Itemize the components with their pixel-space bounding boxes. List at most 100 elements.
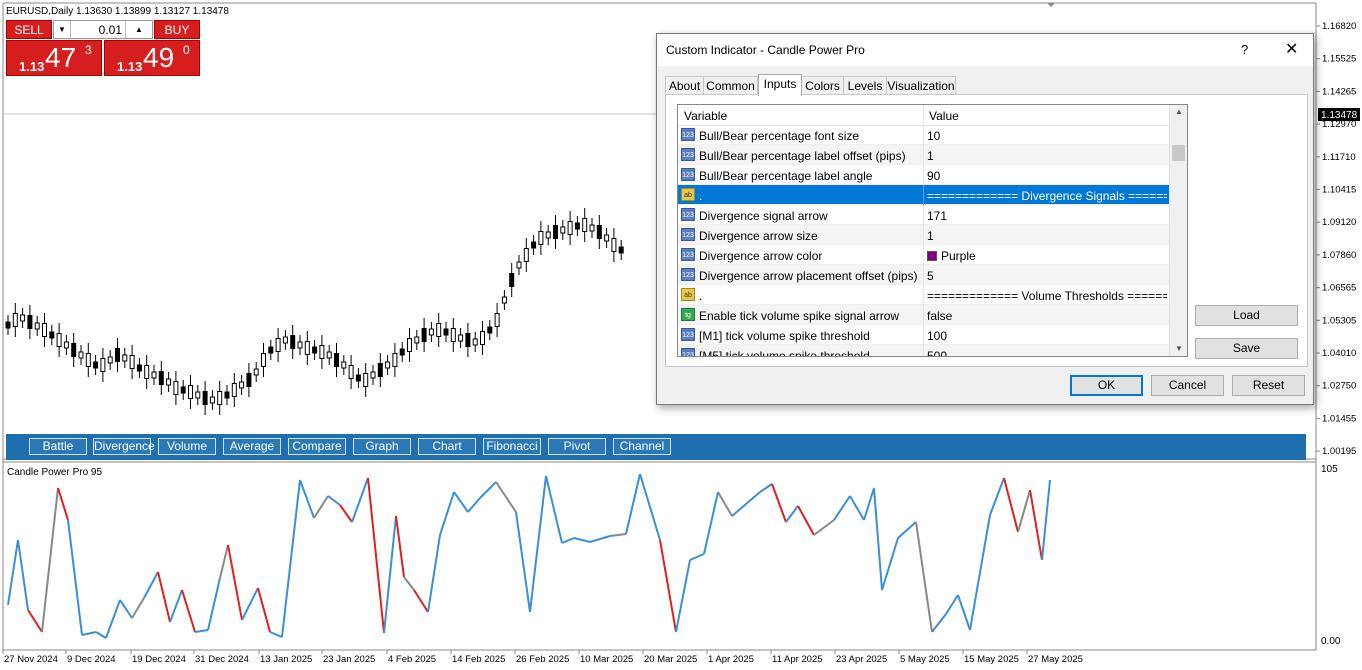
ok-button[interactable]: OK [1070, 375, 1143, 396]
channel-button[interactable]: Channel [613, 438, 671, 455]
table-row[interactable]: 123 Divergence signal arrow 171 [678, 205, 1169, 225]
color-name: Purple [941, 249, 976, 263]
fibonacci-button[interactable]: Fibonacci [483, 438, 541, 455]
battle-button[interactable]: Battle [29, 438, 87, 455]
tab-colors[interactable]: Colors [801, 76, 844, 95]
row-name: Bull/Bear percentage font size [699, 129, 860, 143]
price-axis: 1.16820 1.15525 1.14265 1.12970 1.11710 1.104… [1316, 21, 1356, 457]
row-value[interactable]: ============= Divergence Signals =======… [927, 189, 1167, 203]
buy-price[interactable]: 1.13 49 0 [104, 40, 200, 76]
row-value[interactable]: Purple [927, 249, 1167, 263]
save-button[interactable]: Save [1195, 338, 1298, 359]
number-icon: 123 [681, 168, 695, 181]
volume-button[interactable]: Volume [158, 438, 216, 455]
grid-scrollbar[interactable]: ▲ ▼ [1169, 105, 1187, 356]
sell-price[interactable]: 1.13 47 3 [6, 40, 102, 76]
table-row[interactable]: ab. ============= Divergence Signals ====… [678, 185, 1169, 205]
date-tick-label: 4 Feb 2025 [388, 654, 436, 665]
divergence-button[interactable]: Divergence [93, 438, 155, 455]
table-row[interactable]: 123 Divergence arrow size 1 [678, 225, 1169, 245]
row-value[interactable]: 500 [927, 349, 948, 357]
help-icon[interactable]: ? [1241, 42, 1249, 57]
cancel-button[interactable]: Cancel [1151, 375, 1224, 396]
table-row[interactable]: 123 Bull/Bear percentage label offset (pi… [678, 145, 1169, 165]
price-tick-label: 1.07860 [1322, 250, 1356, 261]
price-tick-label: 1.05305 [1322, 315, 1356, 326]
price-tick-label: 1.04010 [1322, 348, 1356, 359]
row-value[interactable]: ============= Volume Thresholds ========… [927, 289, 1167, 303]
price-tick-label: 1.15525 [1322, 54, 1356, 65]
row-name: [M1] tick volume spike threshold [699, 329, 870, 343]
dialog-titlebar[interactable]: Custom Indicator - Candle Power Pro ? ✕ [657, 34, 1313, 66]
buy-price-prefix: 1.13 [117, 59, 143, 74]
row-value[interactable]: false [927, 309, 953, 323]
chart-symbol-label: EURUSD,Daily 1.13630 1.13899 1.13127 1.1… [6, 6, 229, 17]
table-row[interactable]: 123 Divergence arrow color Purple [678, 245, 1169, 265]
row-value[interactable]: 90 [927, 169, 941, 183]
table-row[interactable]: 123 [M5] tick volume spike threshold 500 [678, 345, 1169, 357]
inputs-grid[interactable]: Variable Value 123 Bull/Bear percentage f… [677, 104, 1188, 357]
lot-up-icon[interactable]: ▲ [125, 21, 152, 38]
date-tick-label: 15 May 2025 [964, 654, 1019, 665]
date-tick-label: 1 Apr 2025 [708, 654, 754, 665]
buy-price-big: 49 [143, 42, 175, 73]
price-tick-label: 1.09120 [1322, 217, 1356, 228]
row-value[interactable]: 100 [927, 329, 948, 343]
row-name: Divergence arrow color [699, 249, 823, 263]
date-tick-label: 9 Dec 2024 [67, 654, 116, 665]
row-name: Enable tick volume spike signal arrow [699, 309, 900, 323]
compare-button[interactable]: Compare [288, 438, 346, 455]
tab-common[interactable]: Common [703, 76, 758, 95]
date-tick-label: 23 Apr 2025 [836, 654, 887, 665]
buy-button[interactable]: BUY [154, 20, 200, 39]
price-tick-label: 1.12970 [1322, 119, 1356, 130]
scroll-down-icon[interactable]: ▼ [1175, 344, 1183, 353]
custom-indicator-dialog: Custom Indicator - Candle Power Pro ? ✕ … [656, 33, 1314, 405]
price-tick-label: 1.16820 [1322, 21, 1356, 32]
row-value[interactable]: 1 [927, 149, 934, 163]
date-tick-label: 14 Feb 2025 [452, 654, 505, 665]
row-value[interactable]: 5 [927, 269, 934, 283]
row-value[interactable]: 1 [927, 229, 934, 243]
table-row[interactable]: 123 Bull/Bear percentage label angle 90 [678, 165, 1169, 185]
number-icon: 123 [681, 328, 695, 341]
grid-header: Variable Value [678, 105, 1169, 126]
close-icon[interactable]: ✕ [1285, 41, 1299, 58]
scroll-up-icon[interactable]: ▲ [1175, 107, 1183, 116]
lot-down-icon[interactable]: ▼ [54, 21, 71, 38]
graph-button[interactable]: Graph [353, 438, 411, 455]
date-tick-label: 11 Apr 2025 [772, 654, 823, 665]
price-tick-label: 1.06565 [1322, 283, 1356, 294]
date-tick-label: 20 Mar 2025 [644, 654, 697, 665]
tab-inputs[interactable]: Inputs [758, 74, 802, 96]
reset-button[interactable]: Reset [1232, 375, 1305, 396]
lot-size-input[interactable]: ▼ 0.01 ▲ [53, 20, 153, 39]
table-row[interactable]: 123 [M1] tick volume spike threshold 100 [678, 325, 1169, 345]
price-tick-label: 1.01455 [1322, 413, 1356, 424]
scroll-thumb[interactable] [1172, 145, 1185, 161]
average-button[interactable]: Average [223, 438, 281, 455]
chart-button[interactable]: Chart [418, 438, 476, 455]
table-row[interactable]: 123 Bull/Bear percentage font size 10 [678, 125, 1169, 145]
text-icon: ab [681, 188, 695, 201]
row-name: . [699, 189, 703, 203]
sell-button[interactable]: SELL [6, 20, 52, 39]
number-icon: 123 [681, 128, 695, 141]
row-name: Bull/Bear percentage label angle [699, 169, 873, 183]
lot-value: 0.01 [98, 23, 122, 37]
row-name: . [699, 289, 703, 303]
row-value[interactable]: 10 [927, 129, 941, 143]
table-row[interactable]: ab. ============= Volume Thresholds =====… [678, 285, 1169, 305]
tab-about[interactable]: About [665, 76, 704, 95]
text-icon: ab [681, 288, 695, 301]
pivot-button[interactable]: Pivot [548, 438, 606, 455]
tab-visualization[interactable]: Visualization [886, 76, 956, 95]
table-row[interactable]: 123 Divergence arrow placement offset (pi… [678, 265, 1169, 285]
row-value[interactable]: 171 [927, 209, 948, 223]
number-icon: 123 [681, 148, 695, 161]
load-button[interactable]: Load [1195, 305, 1298, 326]
date-tick-label: 26 Feb 2025 [516, 654, 569, 665]
table-row[interactable]: tg Enable tick volume spike signal arrow f… [678, 305, 1169, 325]
row-name: Divergence signal arrow [699, 209, 828, 223]
tab-levels[interactable]: Levels [843, 76, 887, 95]
